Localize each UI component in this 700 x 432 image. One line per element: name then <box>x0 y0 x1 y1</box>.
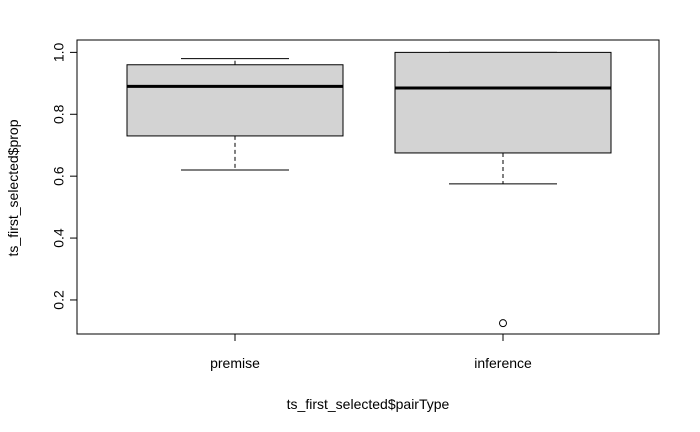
y-axis-label: ts_first_selected$prop <box>5 119 21 256</box>
box-group-inference <box>394 51 612 328</box>
box-inference <box>394 51 612 154</box>
outlier-inference-0 <box>499 319 507 328</box>
y-axis: 0.2 0.4 0.6 0.8 1.0 <box>51 42 78 310</box>
boxes-layer <box>126 51 612 328</box>
x-axis-label: ts_first_selected$pairType <box>287 396 450 412</box>
x-tick-label-inference: inference <box>474 355 532 371</box>
x-axis: premise inference <box>210 333 532 371</box>
y-tick-label-2: 0.6 <box>51 166 67 186</box>
x-tick-label-premise: premise <box>210 355 260 371</box>
y-tick-label-4: 1.0 <box>51 42 67 62</box>
box-group-premise <box>126 58 344 171</box>
y-tick-label-3: 0.8 <box>51 104 67 124</box>
y-tick-label-1: 0.4 <box>51 228 67 248</box>
box-premise <box>126 64 344 137</box>
y-tick-label-0: 0.2 <box>51 290 67 310</box>
